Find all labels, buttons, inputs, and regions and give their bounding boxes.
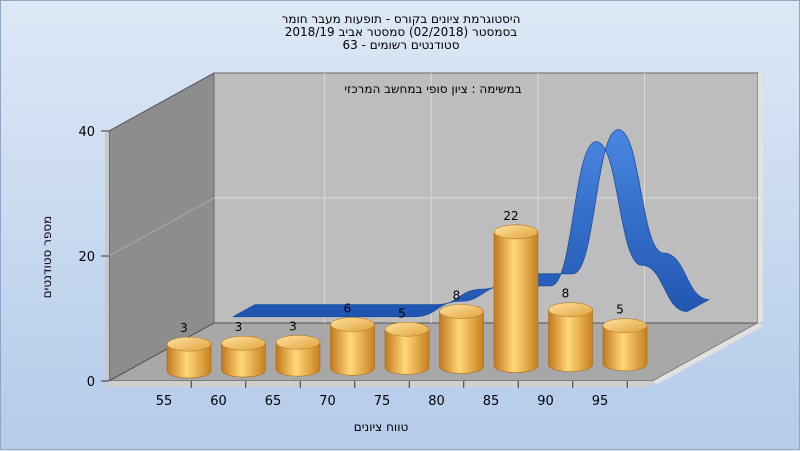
bar-top	[384, 321, 430, 337]
bar-value-label: 3	[289, 319, 297, 333]
bar-value-label: 3	[235, 320, 243, 334]
chart-subtitle: במשימה : ציון סופי במחשב המרכזי	[344, 82, 521, 96]
x-tick-label: 95	[592, 394, 609, 409]
bar-body	[221, 342, 266, 378]
bar: 22	[493, 209, 539, 373]
x-tick-label: 90	[537, 394, 554, 409]
distribution-curve-layer	[232, 129, 710, 318]
title-line-1: היסטוגרמת ציונים בקורס - תופעות מעבר חומ…	[282, 12, 521, 26]
bar-top	[548, 302, 593, 318]
x-tick-label: 85	[483, 394, 500, 409]
bar-value-label: 8	[453, 289, 461, 303]
bar-top	[602, 318, 648, 333]
x-tick-label: 60	[210, 394, 227, 409]
bar-top	[330, 317, 375, 332]
bar: 5	[602, 303, 648, 372]
title-line-3: סטודנטים רשומים - 63	[342, 38, 459, 52]
y-tick-label: 0	[87, 375, 95, 390]
side-wall-edge	[105, 131, 109, 383]
bar-top	[221, 335, 266, 351]
bar-value-label: 6	[344, 302, 352, 316]
bar-top	[439, 304, 484, 319]
bar-body	[439, 311, 484, 374]
bar-top	[275, 335, 321, 350]
bar-body	[493, 231, 539, 373]
x-axis-title: טווח ציונים	[354, 420, 409, 434]
y-tick-label: 20	[78, 250, 95, 265]
back-wall-edge	[758, 71, 763, 323]
bar-body	[548, 309, 593, 372]
bar-body	[275, 342, 321, 377]
bar-value-label: 8	[562, 287, 570, 301]
bar-value-label: 5	[398, 306, 406, 320]
bar-top	[166, 336, 212, 352]
x-tick-label: 80	[428, 394, 445, 409]
bar: 8	[439, 289, 484, 374]
bar-body	[384, 328, 430, 375]
y-axis-title: מספר סטודנטים	[40, 216, 54, 299]
x-ticks: 55 60 65 70 75 80 85 90 95	[156, 381, 628, 409]
distribution-curve	[232, 129, 710, 318]
bar: 3	[275, 319, 321, 377]
bar-value-label: 5	[616, 303, 624, 317]
x-tick-label: 70	[319, 394, 336, 409]
bar-value-label: 3	[180, 321, 188, 335]
bar: 3	[166, 321, 212, 379]
floor-edge	[105, 381, 653, 387]
bar-value-label: 22	[503, 209, 518, 223]
bar-body	[602, 325, 648, 372]
title-line-2: בסמסטר (02/2018) סמסטר אביב 2018/19	[285, 25, 517, 39]
bar-body	[330, 324, 375, 376]
x-tick-label: 55	[156, 394, 173, 409]
y-ticks: 0 20 40	[78, 125, 109, 390]
bar: 3	[221, 320, 266, 378]
bar-body	[166, 343, 212, 379]
gridline-side	[108, 197, 215, 257]
bar: 5	[384, 306, 430, 375]
bar: 6	[330, 302, 375, 376]
bar: 8	[548, 287, 593, 372]
chart-title: היסטוגרמת ציונים בקורס - תופעות מעבר חומ…	[282, 12, 521, 52]
floor-right-edge	[653, 323, 763, 385]
bar-top	[493, 224, 539, 240]
x-tick-label: 75	[374, 394, 391, 409]
x-tick-label: 65	[265, 394, 282, 409]
bars: 3 3 3 6 5 8 22 8 5	[166, 209, 648, 379]
y-tick-label: 40	[78, 125, 95, 140]
